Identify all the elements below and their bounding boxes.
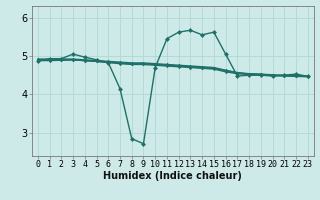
X-axis label: Humidex (Indice chaleur): Humidex (Indice chaleur) [103,171,242,181]
